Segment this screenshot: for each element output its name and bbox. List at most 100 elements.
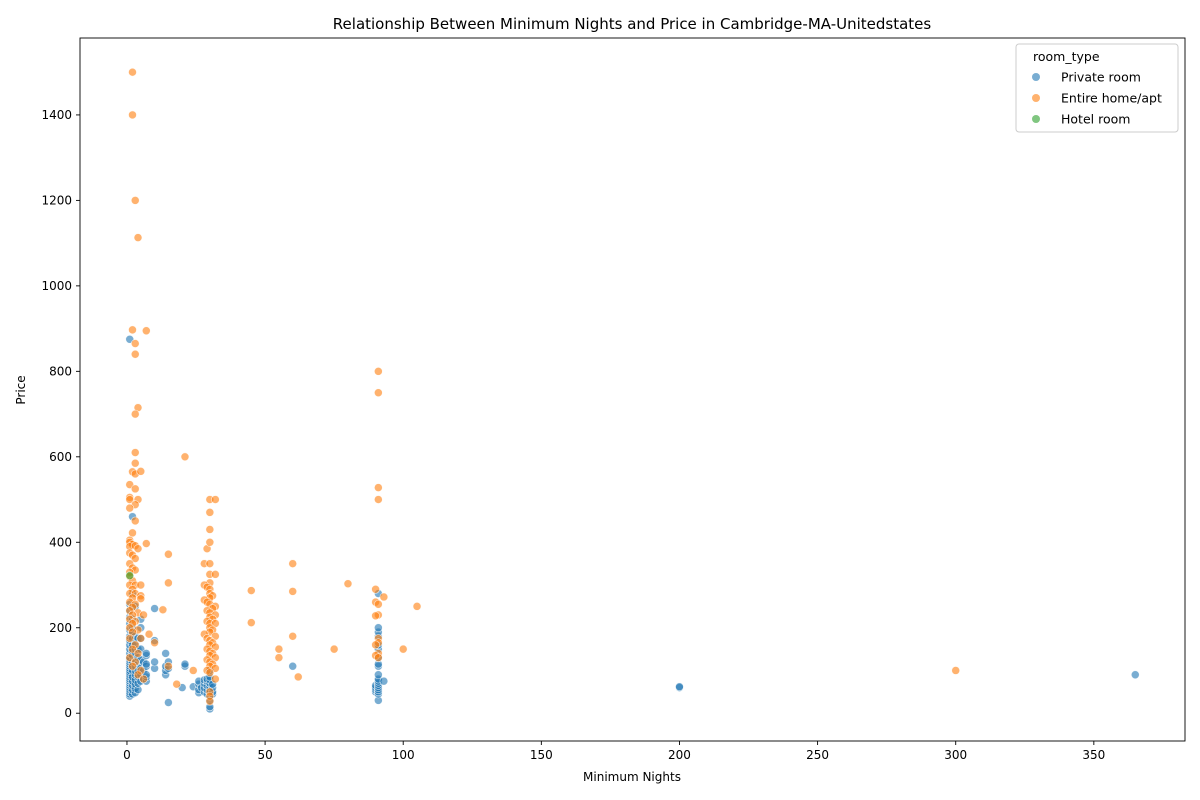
data-point (130, 458, 140, 468)
data-point (142, 659, 151, 669)
y-axis-title: Price (14, 375, 28, 404)
legend-title: room_type (1033, 49, 1100, 64)
data-point (150, 657, 159, 667)
data-point (246, 618, 256, 627)
x-tick-label: 350 (1082, 748, 1105, 762)
data-point (180, 659, 190, 669)
data-point (142, 326, 151, 336)
x-tick-label: 150 (530, 748, 553, 762)
data-point (125, 571, 135, 580)
data-point (158, 605, 168, 615)
data-point (205, 696, 215, 706)
data-point (374, 483, 383, 492)
data-point (374, 670, 383, 680)
data-point (136, 634, 146, 643)
data-point (211, 674, 220, 684)
data-point (130, 339, 140, 348)
series-hotel-room (125, 571, 135, 580)
data-point (128, 325, 137, 335)
data-point (130, 484, 140, 494)
data-point (951, 666, 961, 675)
plot-area (79, 37, 1186, 742)
y-tick-label: 1400 (41, 108, 72, 122)
y-tick-label: 200 (49, 621, 72, 635)
data-point (128, 67, 137, 77)
y-tick-label: 1200 (41, 193, 72, 207)
y-tick-label: 0 (64, 706, 72, 720)
legend-marker (1032, 115, 1040, 123)
data-point (164, 661, 173, 671)
x-tick-label: 50 (257, 748, 272, 762)
data-point (205, 559, 215, 568)
data-point (374, 599, 383, 609)
data-point (288, 661, 298, 671)
data-point (205, 508, 215, 517)
y-tick-label: 800 (49, 364, 72, 378)
data-point (128, 528, 137, 538)
data-point (150, 638, 159, 648)
data-point (1130, 670, 1140, 680)
x-axis: 0 50 100 150 200 250 300 350 (123, 741, 1105, 762)
data-point (412, 602, 422, 611)
data-point (125, 634, 135, 643)
data-point (133, 233, 143, 242)
legend-label: Entire home/apt (1061, 91, 1162, 106)
legend-box (1015, 43, 1179, 133)
data-point (139, 674, 148, 684)
data-point (374, 653, 383, 662)
data-point (172, 679, 181, 689)
data-point (371, 640, 380, 650)
data-point (274, 653, 284, 662)
data-point (144, 629, 154, 639)
data-point (205, 525, 215, 534)
legend-label: Private room (1061, 70, 1141, 85)
data-point (130, 349, 140, 359)
data-point (675, 682, 684, 692)
plot-frame (79, 37, 1186, 742)
data-point (371, 584, 380, 594)
data-point (180, 452, 190, 462)
x-tick-label: 250 (806, 748, 829, 762)
data-point (139, 610, 148, 620)
data-point (125, 503, 135, 513)
y-axis: 0 200 400 600 800 1000 1200 1400 (41, 108, 80, 720)
x-tick-label: 0 (123, 748, 131, 762)
legend-marker (1032, 94, 1040, 102)
data-point (164, 698, 173, 707)
data-point (329, 644, 339, 654)
x-tick-label: 100 (392, 748, 415, 762)
y-tick-label: 600 (49, 450, 72, 464)
data-point (130, 196, 140, 205)
data-point (211, 495, 220, 504)
data-point (130, 409, 140, 419)
data-point (150, 604, 159, 613)
data-point (288, 631, 298, 641)
data-point (205, 668, 215, 677)
data-point (136, 467, 146, 476)
data-point (142, 539, 151, 548)
data-point (128, 661, 137, 671)
data-point (136, 580, 146, 590)
legend: room_type Private room Entire home/apt Hot… (1015, 43, 1179, 133)
data-point (164, 578, 173, 588)
data-point (128, 110, 137, 120)
data-point (136, 594, 146, 603)
data-point (374, 495, 383, 504)
data-point (288, 559, 298, 568)
data-point (274, 644, 284, 654)
x-axis-title: Minimum Nights (583, 770, 681, 784)
data-point (211, 570, 220, 579)
data-point (246, 586, 256, 595)
points-layer (125, 67, 1140, 714)
data-point (130, 516, 140, 526)
data-point (374, 388, 383, 398)
data-point (398, 644, 408, 654)
data-point (161, 649, 170, 658)
data-point (374, 623, 383, 633)
data-point (379, 676, 389, 686)
y-tick-label: 1000 (41, 279, 72, 293)
data-point (205, 537, 215, 547)
legend-marker (1032, 73, 1040, 81)
chart-title: Relationship Between Minimum Nights and … (333, 15, 932, 33)
